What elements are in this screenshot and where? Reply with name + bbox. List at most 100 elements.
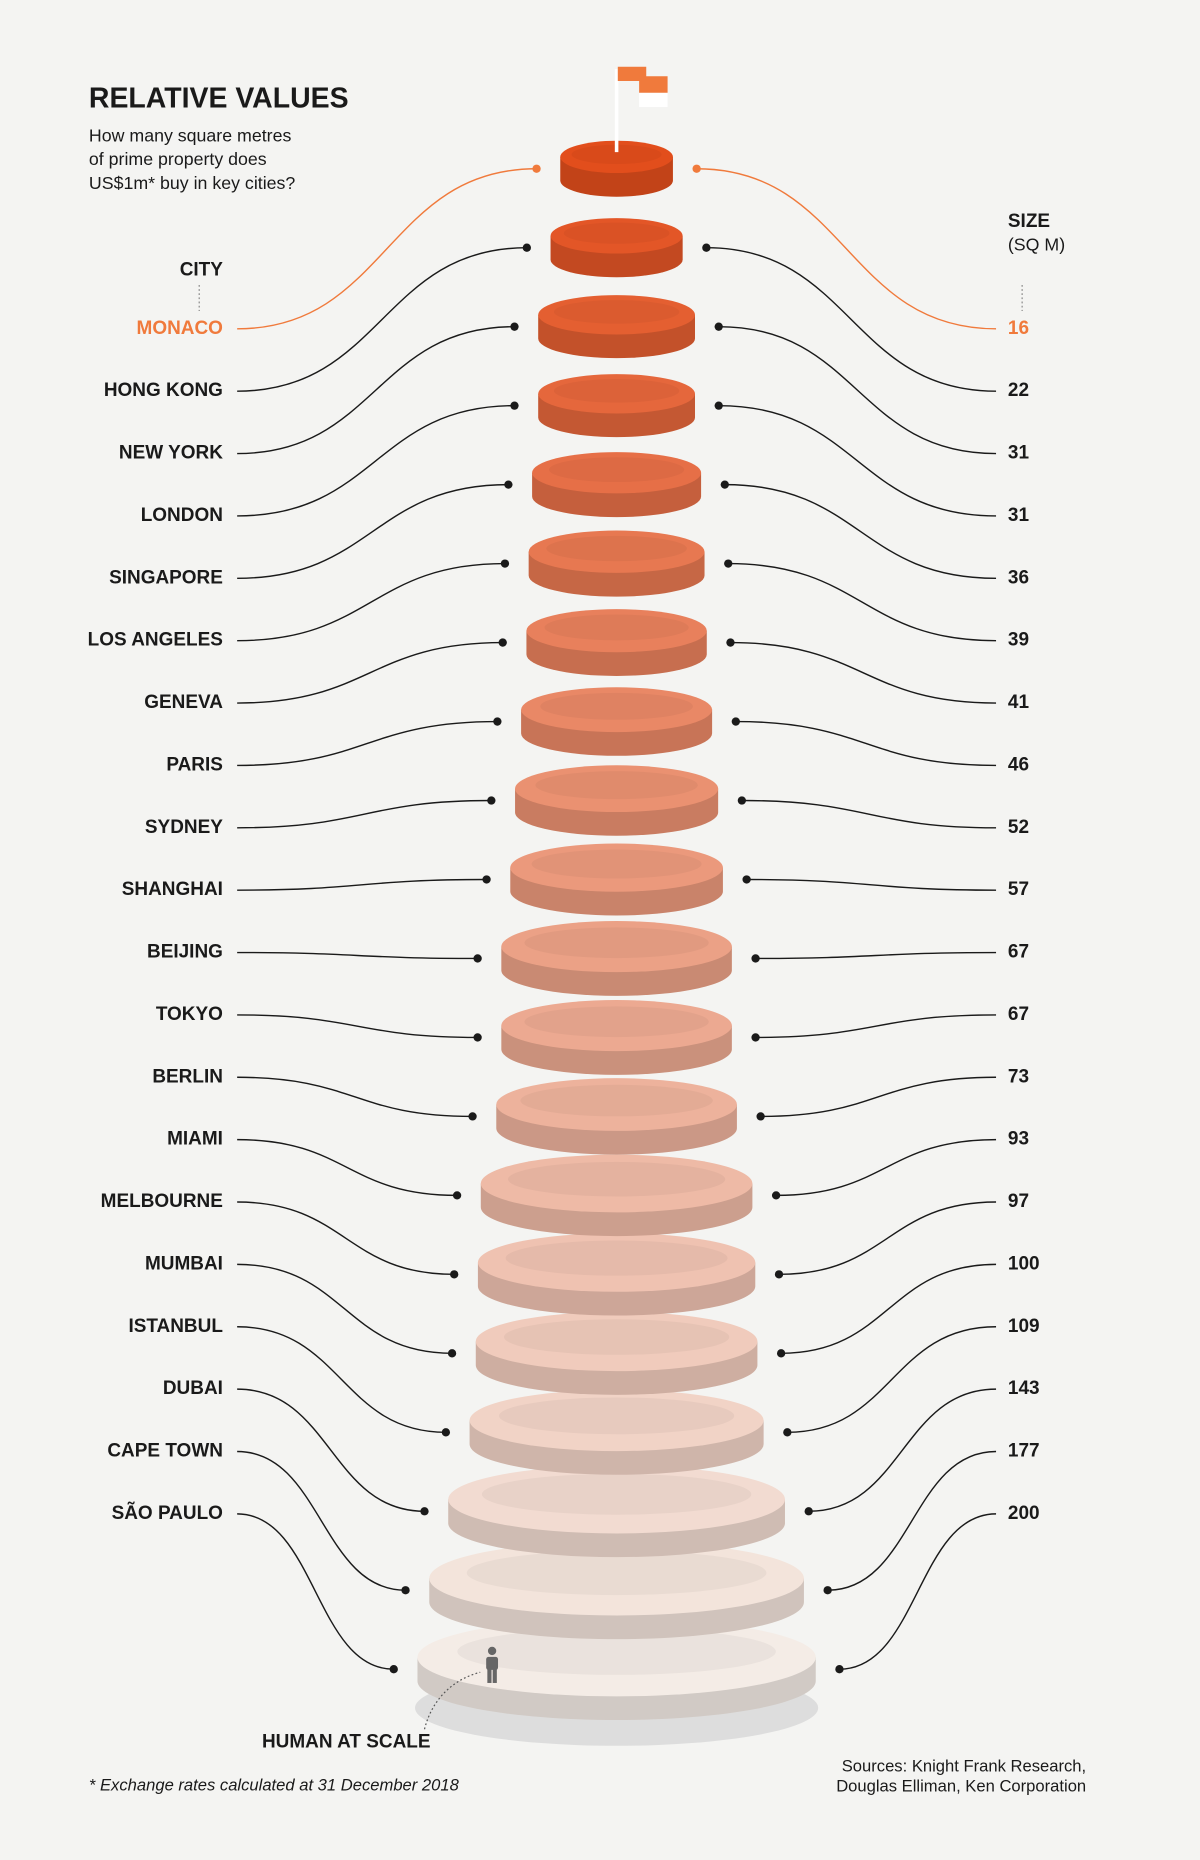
disc-stack (417, 140, 816, 1721)
leader-line (237, 168, 537, 330)
disc (550, 218, 683, 278)
leader-line (724, 483, 997, 580)
leader-dot (783, 1428, 792, 1437)
disc (538, 295, 696, 359)
value-label: 100 (1008, 1253, 1040, 1274)
leader-line (839, 1513, 997, 1670)
disc-top (521, 687, 713, 733)
disc (521, 687, 713, 756)
annotation: HUMAN AT SCALE (262, 1731, 431, 1752)
disc-top (480, 1154, 753, 1213)
leader-dot (776, 1349, 786, 1358)
human-head (487, 1646, 497, 1656)
category-label: LONDON (141, 505, 223, 526)
disc (417, 1618, 816, 1721)
leader-line (787, 1326, 997, 1434)
leader-dot (692, 164, 701, 173)
disc (501, 1000, 732, 1075)
category-label: ISTANBUL (128, 1316, 222, 1337)
leader-dot (500, 559, 510, 568)
leader-line (237, 878, 487, 891)
disc-top-inner (520, 1084, 713, 1117)
leader-dot (468, 1112, 477, 1121)
disc (515, 765, 719, 836)
subtitle: How many square metres (89, 125, 292, 145)
category-label: DUBAI (163, 1378, 223, 1399)
value-label: 93 (1008, 1129, 1029, 1150)
leader-dot (452, 1191, 462, 1200)
category-label: TOKYO (156, 1004, 223, 1025)
leader-line (237, 483, 509, 580)
disc-top (510, 843, 723, 892)
disc-top (528, 530, 705, 573)
disc-top-inner (549, 457, 685, 483)
value-label: 31 (1008, 505, 1030, 526)
value-label: 41 (1008, 692, 1030, 713)
value-label: 97 (1008, 1191, 1029, 1212)
leader-line (706, 246, 997, 392)
disc-top-inner (524, 1006, 709, 1038)
value-label: 57 (1008, 879, 1029, 900)
human-leg (492, 1668, 497, 1683)
leader-line (237, 1014, 478, 1039)
leader-line (237, 1388, 425, 1512)
leader-dot (510, 322, 519, 331)
disc (448, 1465, 785, 1558)
leader-line (237, 246, 527, 392)
category-label: HONG KONG (104, 380, 223, 401)
category-header: CITY (180, 260, 224, 281)
disc-top-inner (457, 1628, 776, 1675)
leader-dot (441, 1428, 451, 1437)
leader-line (755, 951, 997, 960)
subtitle: of prime property does (89, 149, 267, 169)
category-label: BEIJING (147, 942, 223, 963)
leader-dot (522, 243, 531, 252)
disc (469, 1389, 764, 1475)
disc-top-inner (546, 535, 687, 562)
leader-dot (510, 401, 519, 410)
value-header: (SQ M) (1008, 235, 1065, 255)
leader-dot (498, 638, 507, 647)
leader-line (718, 404, 997, 517)
disc-top-inner (563, 222, 670, 244)
leader-dot (771, 1191, 781, 1200)
leader-line (755, 1014, 997, 1039)
value-label: 143 (1008, 1378, 1040, 1399)
disc (526, 609, 707, 676)
disc (480, 1154, 753, 1237)
category-label: MONACO (137, 318, 223, 339)
disc-top-inner (503, 1319, 730, 1355)
leader-dot (751, 954, 760, 963)
leader-dot (401, 1586, 410, 1595)
disc-top-inner (553, 300, 680, 324)
disc-top-inner (553, 379, 680, 403)
leader-line (237, 720, 498, 767)
disc (528, 530, 705, 597)
leader-line (237, 641, 503, 704)
value-header: SIZE (1008, 211, 1050, 232)
category-label: SINGAPORE (109, 567, 223, 588)
disc-top-inner (498, 1397, 735, 1435)
category-label: SYDNEY (145, 817, 223, 838)
disc-top-inner (571, 144, 662, 165)
leader-dot (724, 559, 733, 568)
disc-top-inner (507, 1161, 726, 1197)
leader-dot (487, 796, 496, 805)
disc (501, 921, 732, 996)
disc-top (538, 374, 696, 414)
disc-top (560, 140, 673, 174)
flag-cloth (639, 92, 668, 108)
disc (560, 140, 673, 197)
disc-top (550, 218, 683, 254)
disc-top (477, 1233, 756, 1292)
sources: Sources: Knight Frank Research, (842, 1757, 1086, 1776)
leader-line (237, 562, 505, 642)
disc-top (538, 295, 696, 335)
leader-dot (823, 1586, 832, 1595)
disc-top (532, 452, 702, 494)
leader-dot (726, 638, 735, 647)
leader-dot (804, 1507, 813, 1516)
leader-dot (389, 1665, 398, 1674)
leader-line (237, 1326, 446, 1434)
